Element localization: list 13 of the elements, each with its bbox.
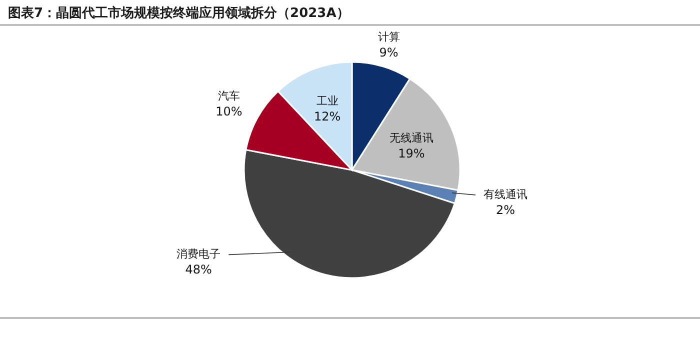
data-label: 2% bbox=[496, 202, 516, 217]
data-label: 10% bbox=[216, 104, 242, 118]
slice-label: 汽车 bbox=[218, 89, 240, 102]
slice-label: 无线通讯 bbox=[389, 131, 434, 144]
data-label: 12% bbox=[314, 110, 341, 124]
data-label: 9% bbox=[379, 45, 398, 60]
slice-label: 有线通讯 bbox=[484, 188, 528, 201]
slice-label: 消费电子 bbox=[176, 248, 221, 261]
data-label: 48% bbox=[185, 262, 212, 277]
chart-title: 图表7：晶圆代工市场规模按终端应用领域拆分（2023A） bbox=[8, 5, 350, 21]
data-label: 19% bbox=[398, 146, 425, 160]
slice-label: 计算 bbox=[378, 30, 400, 44]
slice-label: 工业 bbox=[316, 94, 338, 108]
